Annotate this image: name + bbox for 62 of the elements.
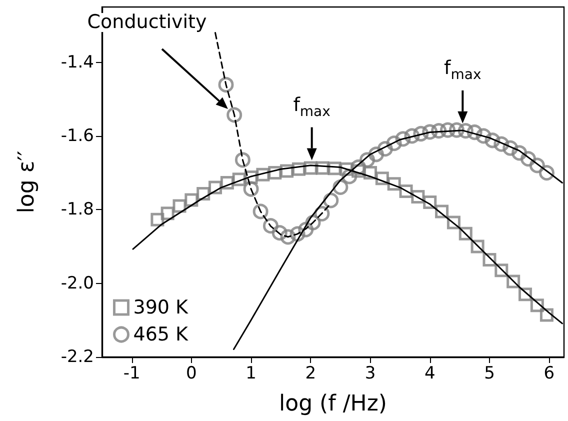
point: [252, 204, 268, 220]
point: [484, 132, 500, 148]
point: [377, 141, 393, 157]
point: [234, 152, 250, 168]
point: [172, 199, 186, 213]
point: [386, 136, 402, 152]
point: [375, 172, 389, 186]
point: [218, 76, 234, 92]
y-tick-label: -1.6: [60, 126, 94, 146]
point: [280, 229, 296, 245]
x-tick-label: 0: [186, 364, 197, 384]
point: [387, 177, 401, 191]
y-tick-label: -1.4: [60, 52, 94, 72]
point: [413, 126, 429, 142]
annotation: Conductivity: [87, 11, 207, 33]
y-tick-label: -2.2: [60, 347, 94, 367]
point: [502, 140, 518, 156]
x-axis-title: log (f /Hz): [279, 392, 387, 416]
point: [494, 136, 510, 152]
point: [360, 152, 376, 168]
point: [328, 162, 342, 176]
annotation: f$_{max}$: [444, 58, 482, 84]
point: [290, 226, 306, 242]
point: [332, 179, 348, 195]
point: [220, 176, 234, 190]
legend-label: 465 K: [133, 324, 189, 346]
x-tick-label: 6: [544, 364, 555, 384]
point: [272, 225, 288, 241]
point: [458, 123, 474, 139]
point: [256, 168, 270, 182]
point: [226, 107, 242, 123]
point: [268, 166, 282, 180]
x-tick-label: 2: [305, 364, 316, 384]
point: [476, 128, 492, 144]
point: [280, 164, 294, 178]
point: [411, 190, 425, 204]
y-axis-title: log ε′′: [14, 150, 40, 214]
point: [435, 204, 449, 218]
legend-label: 390 K: [133, 296, 189, 318]
point: [232, 172, 246, 186]
point: [150, 212, 164, 226]
point: [292, 162, 306, 176]
point: [395, 131, 411, 147]
point: [243, 181, 259, 197]
x-tick-label: 3: [364, 364, 376, 384]
point: [262, 218, 278, 234]
x-tick-label: 4: [424, 364, 436, 384]
annotation: f$_{max}$: [293, 94, 330, 120]
x-tick-label: -1: [123, 364, 140, 384]
point: [316, 161, 330, 175]
x-tick-label: 1: [246, 364, 256, 384]
point: [538, 165, 554, 181]
point: [304, 161, 318, 175]
point: [520, 151, 536, 167]
point: [466, 124, 482, 140]
point: [512, 145, 528, 161]
point: [529, 158, 545, 174]
point: [368, 146, 384, 162]
point: [506, 274, 520, 288]
x-tick-label: 5: [484, 364, 495, 384]
y-tick-label: -1.8: [60, 200, 94, 220]
y-tick-label: -2.0: [60, 273, 94, 294]
